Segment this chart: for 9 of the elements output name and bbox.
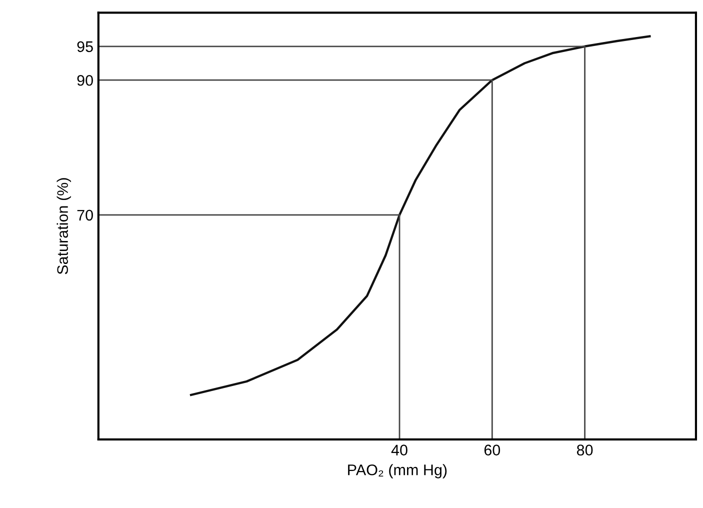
y-tick-label: 95 (77, 41, 93, 52)
x-tick-label: 80 (576, 444, 593, 456)
y-axis-title: Saturation (%) (56, 178, 72, 274)
x-tick-label: 60 (484, 444, 500, 456)
y-tick-label: 70 (77, 210, 93, 221)
line-series (190, 35, 651, 396)
x-axis-title: PAO₂ (mm Hg) (348, 464, 447, 478)
x-tick-label: 40 (391, 444, 408, 456)
y-tick-label: 90 (77, 74, 93, 86)
